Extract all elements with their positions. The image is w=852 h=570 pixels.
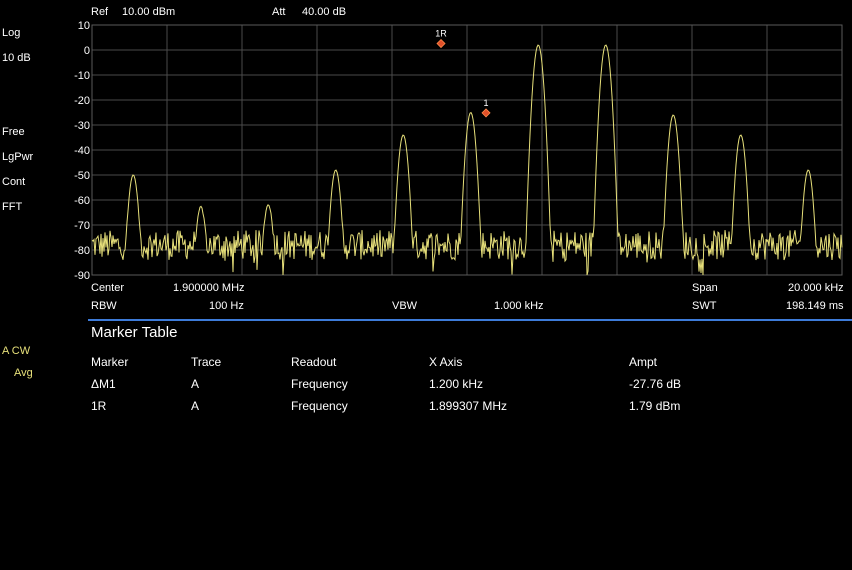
ref-label: Ref [91,6,109,18]
marker-diamond [481,108,491,118]
y-tick: -10 [74,70,90,82]
cell-ampt: 1.79 dBm [629,399,681,413]
sweep-mode[interactable]: Cont [2,176,26,188]
cell-ampt: -27.76 dB [629,377,682,391]
y-axis-labels: 10 0 -10 -20 -30 -40 -50 -60 -70 -80 -90 [58,0,90,290]
cell-x-axis: 1.899307 MHz [429,399,508,413]
trace-a [91,44,843,276]
cell-trace: A [191,377,200,391]
swt-label: SWT [692,300,717,312]
header-trace: Trace [191,355,222,369]
plot-markers: 1R 1 [435,29,491,118]
vbw-value[interactable]: 1.000 kHz [494,300,544,312]
cell-readout: Frequency [291,399,348,413]
divider-line [88,319,852,321]
marker-label: 1R [435,29,447,39]
y-tick: -30 [74,120,90,132]
header-x-axis: X Axis [429,355,463,369]
cell-marker: 1R [91,399,107,413]
swt-value[interactable]: 198.149 ms [786,300,844,312]
cell-x-axis: 1.200 kHz [429,377,484,391]
att-label: Att [272,6,286,18]
span-label: Span [692,282,718,294]
scale-type[interactable]: Log [2,27,21,39]
y-tick: 0 [83,45,90,57]
y-tick: -80 [74,245,90,257]
center-value[interactable]: 1.900000 MHz [173,282,245,294]
rbw-value[interactable]: 100 Hz [209,300,244,312]
cell-marker: ΔM1 [91,377,116,391]
trace-avg[interactable]: Avg [14,367,33,379]
y-tick: -40 [74,145,90,157]
marker-table-title: Marker Table [91,324,178,341]
y-tick: -20 [74,95,90,107]
marker-label: 1 [484,98,489,108]
cell-trace: A [191,399,200,413]
y-tick: -60 [74,195,90,207]
span-value[interactable]: 20.000 kHz [788,282,844,294]
center-label: Center [91,282,125,294]
ref-value[interactable]: 10.00 dBm [122,6,176,18]
y-tick: -70 [74,220,90,232]
y-tick: 10 [77,20,90,32]
sweep-type[interactable]: FFT [2,201,23,213]
att-value[interactable]: 40.00 dB [302,6,347,18]
trace-mode[interactable]: A CW [2,345,31,357]
scale-div[interactable]: 10 dB [2,52,31,64]
detector-mode[interactable]: LgPwr [2,151,34,163]
cell-readout: Frequency [291,377,348,391]
header-readout: Readout [291,355,337,369]
spectrum-plot[interactable]: 1R 1 [0,0,852,290]
marker-diamond [436,38,446,49]
vbw-label: VBW [392,300,418,312]
rbw-label: RBW [91,300,117,312]
header-marker: Marker [91,355,129,369]
plot-border [91,24,843,276]
trigger-mode[interactable]: Free [2,126,25,138]
y-tick: -90 [74,270,90,282]
y-tick: -50 [74,170,90,182]
header-ampt: Ampt [629,355,658,369]
